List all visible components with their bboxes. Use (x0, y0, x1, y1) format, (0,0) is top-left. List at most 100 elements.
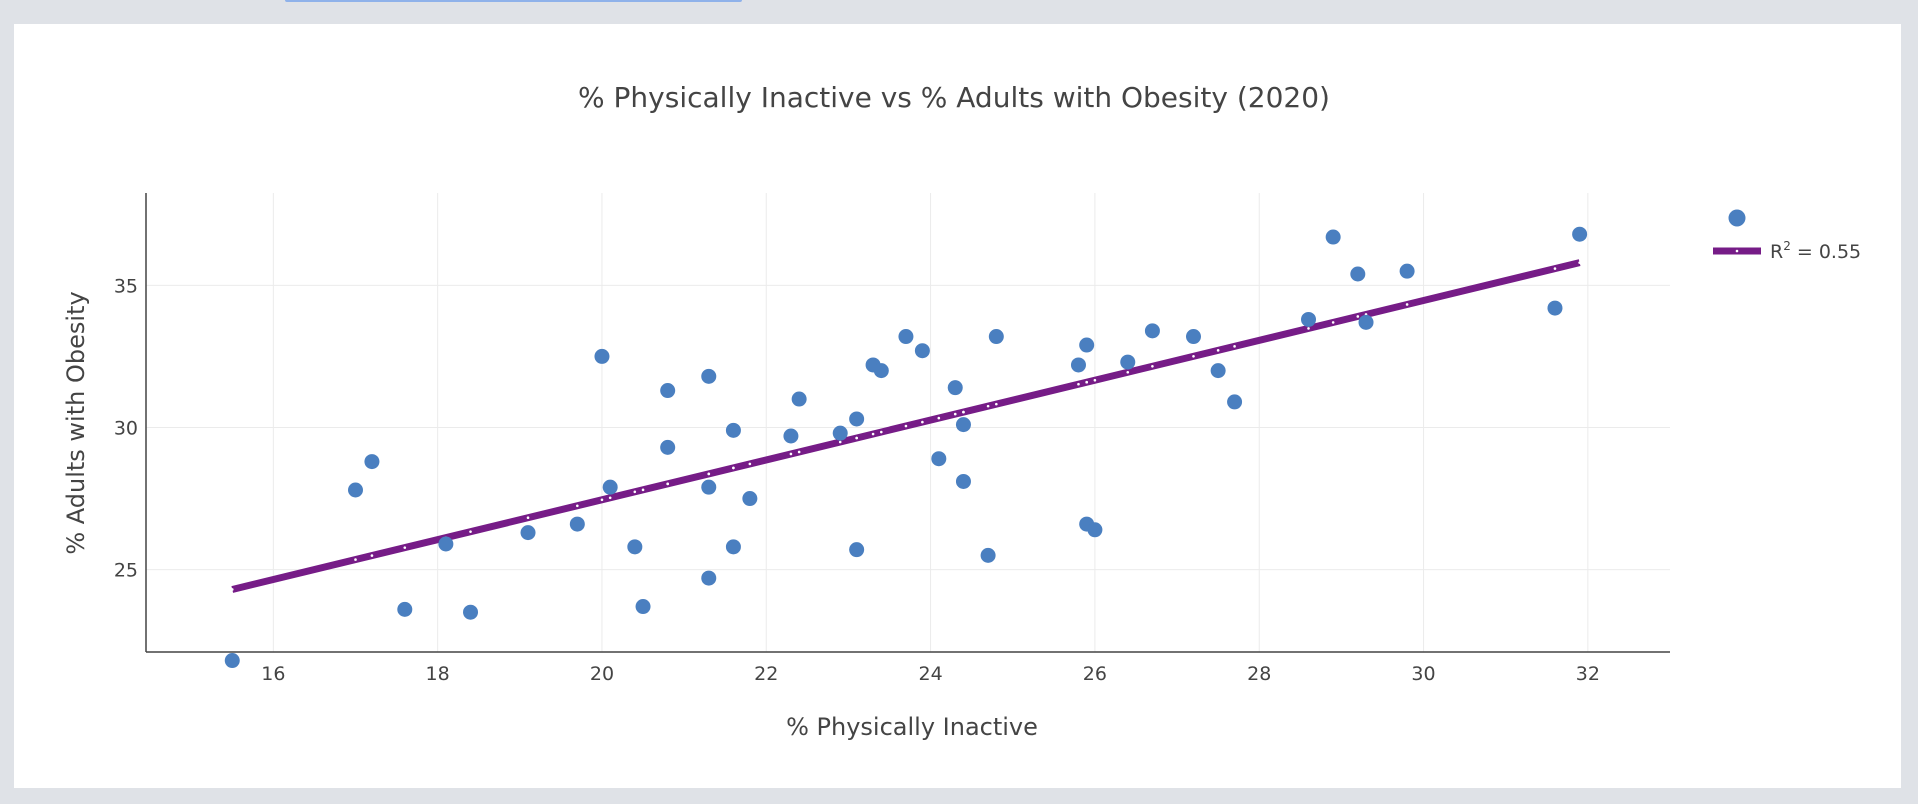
data-point-24[interactable] (849, 542, 865, 558)
x-tick-label-3: 22 (754, 663, 778, 685)
trendline-point-45 (1331, 321, 1335, 324)
trendline-point-49 (1553, 267, 1557, 270)
data-point-26[interactable] (873, 363, 889, 379)
trendline-point-38 (1093, 378, 1097, 382)
data-point-15[interactable] (701, 479, 717, 495)
data-point-0[interactable] (224, 653, 240, 669)
trendline-point-1 (354, 558, 357, 561)
y-tick-label-2: 35 (114, 275, 138, 297)
trendline-point-43 (1233, 345, 1236, 348)
legend-label-sup: 2 (1783, 239, 1791, 253)
x-tick-label-7: 30 (1411, 663, 1435, 685)
data-point-11[interactable] (635, 599, 651, 615)
trendline-point-41 (1192, 354, 1195, 358)
trendline-point-27 (904, 424, 908, 428)
trendline-point-32 (962, 410, 965, 414)
trendline-point-5 (469, 530, 472, 533)
trendline-point-6 (526, 516, 530, 520)
x-axis-title: % Physically Inactive (786, 713, 1038, 741)
trendline-point-24 (855, 436, 858, 440)
data-point-23[interactable] (849, 411, 865, 427)
data-point-17[interactable] (725, 422, 741, 438)
trendline-point-18 (732, 466, 735, 470)
data-point-42[interactable] (1210, 363, 1226, 379)
data-point-47[interactable] (1358, 314, 1374, 330)
data-point-6[interactable] (520, 525, 536, 541)
data-point-20[interactable] (783, 428, 799, 444)
trendline-point-7 (576, 504, 579, 508)
trendline-point-39 (1126, 370, 1130, 374)
data-point-28[interactable] (914, 343, 930, 359)
trendline-point-44 (1307, 327, 1310, 330)
data-point-16[interactable] (701, 570, 717, 586)
trendline-group (230, 259, 1581, 593)
data-point-10[interactable] (627, 539, 643, 555)
trendline-point-42 (1216, 349, 1220, 352)
data-point-3[interactable] (397, 601, 413, 617)
data-point-43[interactable] (1227, 394, 1243, 410)
trendline-point-21 (797, 450, 801, 454)
data-point-14[interactable] (701, 368, 717, 384)
x-tick-label-6: 28 (1247, 663, 1271, 685)
data-point-4[interactable] (438, 536, 454, 552)
trendline-point-3 (403, 546, 407, 549)
data-point-29[interactable] (931, 451, 947, 467)
data-point-33[interactable] (980, 547, 996, 563)
data-point-22[interactable] (832, 425, 848, 441)
data-point-48[interactable] (1399, 263, 1415, 279)
data-point-44[interactable] (1301, 311, 1317, 327)
trendline-point-48 (1405, 303, 1409, 306)
data-point-13[interactable] (660, 439, 676, 455)
data-point-21[interactable] (791, 391, 807, 407)
chart-card: 16 18 20 22 24 26 28 30 32 25 30 35 % Physically I… (14, 24, 1901, 788)
trendline-point-9 (608, 496, 612, 500)
legend-label-base: R (1770, 241, 1783, 263)
data-points (224, 226, 1588, 669)
data-point-38[interactable] (1087, 522, 1103, 538)
x-tick-labels: 16 18 20 22 24 26 28 30 32 (261, 663, 1600, 685)
trendline-point-28 (921, 420, 924, 424)
data-point-8[interactable] (594, 348, 610, 364)
data-point-19[interactable] (742, 491, 758, 507)
trendline-point-33 (986, 404, 990, 408)
y-tick-label-0: 25 (114, 560, 138, 582)
data-point-41[interactable] (1185, 329, 1201, 345)
data-point-32[interactable] (955, 473, 971, 489)
data-point-12[interactable] (660, 383, 676, 399)
data-point-5[interactable] (463, 604, 479, 620)
data-point-30[interactable] (947, 380, 963, 396)
x-tick-label-0: 16 (261, 663, 285, 685)
trendline-point-37 (1085, 380, 1088, 384)
data-point-34[interactable] (988, 329, 1004, 345)
data-point-18[interactable] (725, 539, 741, 555)
data-point-49[interactable] (1547, 300, 1563, 316)
trendline-point-26 (879, 430, 883, 434)
data-point-31[interactable] (955, 417, 971, 433)
trendline-point-16 (707, 472, 711, 476)
legend[interactable]: R2 = 0.55 (1713, 209, 1861, 264)
data-point-9[interactable] (602, 479, 618, 495)
data-point-27[interactable] (898, 329, 914, 345)
y-tick-label-1: 30 (114, 417, 138, 439)
chart-title: % Physically Inactive vs % Adults with O… (578, 81, 1330, 114)
trendline-point-10 (633, 490, 637, 494)
trendline-point-13 (666, 482, 669, 486)
x-tick-label-4: 24 (918, 663, 942, 685)
data-point-2[interactable] (364, 454, 380, 470)
legend-marker-points (1728, 209, 1746, 227)
y-axis-title: % Adults with Obesity (62, 291, 90, 554)
data-point-7[interactable] (569, 516, 585, 532)
data-point-1[interactable] (347, 482, 363, 498)
trendline-point-35 (1077, 382, 1080, 386)
trendline-point-46 (1356, 315, 1360, 318)
data-point-36[interactable] (1079, 337, 1095, 353)
data-point-35[interactable] (1070, 357, 1086, 373)
data-point-50[interactable] (1572, 226, 1588, 242)
trendline-point-30 (953, 412, 957, 416)
data-point-46[interactable] (1350, 266, 1366, 282)
trendline-point-50 (1578, 261, 1581, 264)
data-point-45[interactable] (1325, 229, 1341, 245)
data-point-39[interactable] (1120, 354, 1136, 370)
trendline-point-29 (937, 416, 941, 420)
data-point-40[interactable] (1144, 323, 1160, 339)
